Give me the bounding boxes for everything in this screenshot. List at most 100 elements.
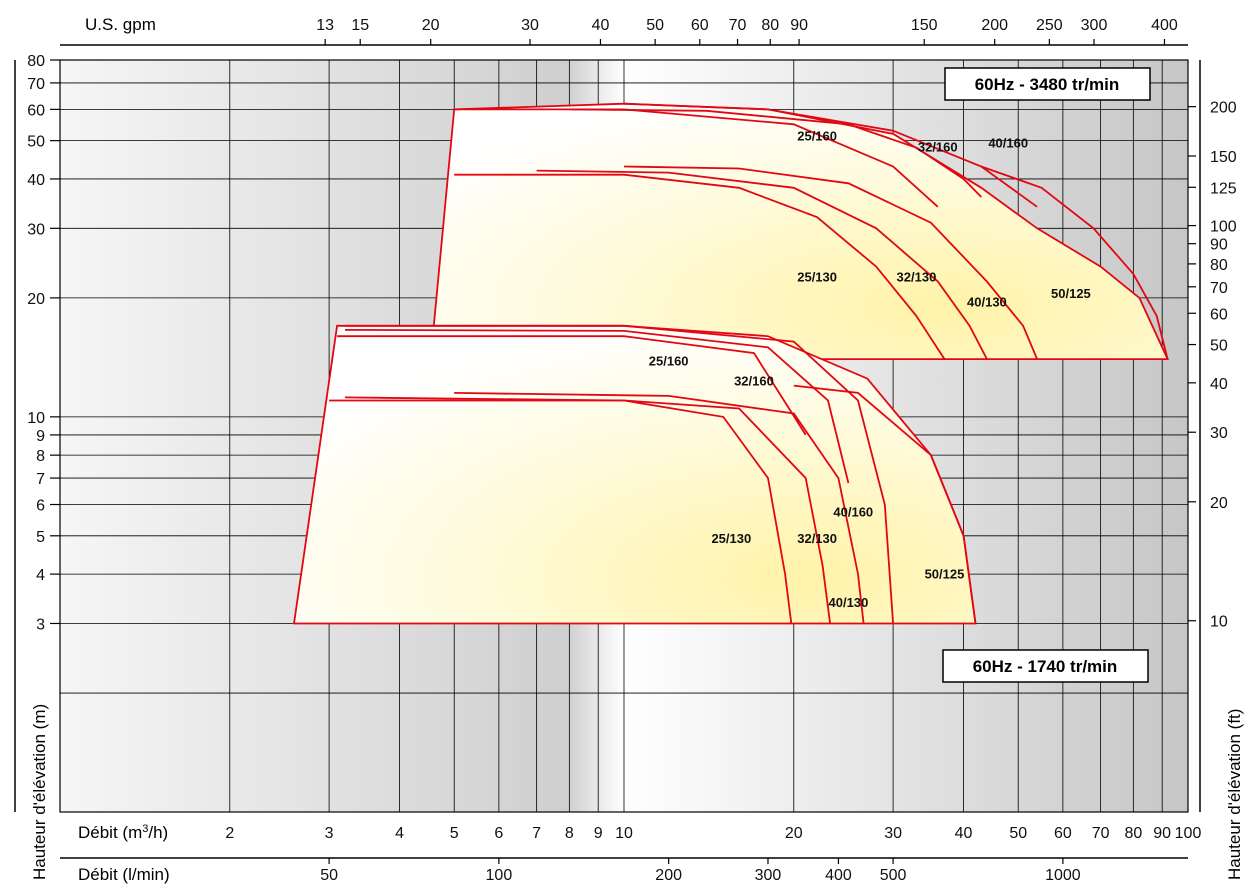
tick-m3h-10: 10 — [615, 825, 633, 842]
curve-label-32-130-high: 32/130 — [897, 270, 937, 285]
tick-ft-70: 70 — [1210, 280, 1228, 297]
tick-lmin-400: 400 — [825, 867, 852, 884]
tick-ft-125: 125 — [1210, 180, 1237, 197]
tick-gpm-70: 70 — [729, 17, 747, 34]
curve-40-160-low — [344, 324, 894, 624]
tick-ft-100: 100 — [1210, 219, 1237, 236]
curve-32-130-high — [536, 169, 988, 360]
tick-gpm-90: 90 — [790, 17, 808, 34]
tick-m-40: 40 — [27, 172, 45, 189]
curve-label-25-160-low: 25/160 — [649, 353, 689, 368]
curve-label-40-130-high: 40/130 — [967, 295, 1007, 310]
tick-m-6: 6 — [36, 498, 45, 515]
curve-label-50-125-low: 50/125 — [925, 566, 965, 581]
tick-m3h-3: 3 — [325, 825, 334, 842]
tick-ft-20: 20 — [1210, 495, 1228, 512]
tick-m-9: 9 — [36, 428, 45, 445]
tick-lmin-50: 50 — [320, 867, 338, 884]
tick-gpm-150: 150 — [911, 17, 938, 34]
curve-label-25-130-low: 25/130 — [711, 531, 751, 546]
tick-m3h-70: 70 — [1092, 825, 1110, 842]
curve-label-40-130-low: 40/130 — [829, 595, 869, 610]
top-axis-label: U.S. gpm — [85, 15, 156, 34]
tick-m3h-5: 5 — [450, 825, 459, 842]
tick-gpm-200: 200 — [981, 17, 1008, 34]
tick-m-4: 4 — [36, 567, 45, 584]
tick-gpm-15: 15 — [351, 17, 369, 34]
tick-ft-90: 90 — [1210, 237, 1228, 254]
curve-32-160-low — [344, 329, 850, 484]
tick-m-50: 50 — [27, 134, 45, 151]
tick-gpm-400: 400 — [1151, 17, 1178, 34]
curve-25-160-high — [454, 108, 939, 208]
tick-lmin-100: 100 — [486, 867, 513, 884]
tick-m3h-2: 2 — [225, 825, 234, 842]
tick-ft-80: 80 — [1210, 257, 1228, 274]
tick-m3h-50: 50 — [1009, 825, 1027, 842]
tick-gpm-60: 60 — [691, 17, 709, 34]
tick-m3h-30: 30 — [884, 825, 902, 842]
tick-gpm-20: 20 — [422, 17, 440, 34]
tick-m-30: 30 — [27, 221, 45, 238]
tick-ft-10: 10 — [1210, 614, 1228, 631]
tick-m3h-40: 40 — [955, 825, 973, 842]
curve-label-40-160-high: 40/160 — [988, 136, 1028, 151]
tick-gpm-50: 50 — [646, 17, 664, 34]
tick-gpm-13: 13 — [316, 17, 334, 34]
tick-ft-30: 30 — [1210, 425, 1228, 442]
tick-m3h-80: 80 — [1124, 825, 1142, 842]
curve-40-160-high — [623, 102, 1038, 208]
tick-m-10: 10 — [27, 410, 45, 427]
tick-ft-40: 40 — [1210, 376, 1228, 393]
tick-m3h-60: 60 — [1054, 825, 1072, 842]
tick-lmin-1000: 1000 — [1045, 867, 1081, 884]
tick-m-7: 7 — [36, 471, 45, 488]
tick-m-8: 8 — [36, 448, 45, 465]
curve-50-125-high — [981, 165, 1169, 360]
tick-m3h-4: 4 — [395, 825, 404, 842]
tick-lmin-300: 300 — [755, 867, 782, 884]
tick-gpm-80: 80 — [761, 17, 779, 34]
bottom-axis-label-m3h-text: Débit (m — [78, 823, 142, 842]
curve-25-130-high — [454, 173, 946, 360]
bottom-axis-label-m3h: Débit (m3/h) — [78, 823, 168, 842]
plot-frame — [59, 59, 1189, 813]
curve-label-32-160-high: 32/160 — [918, 139, 958, 154]
tick-ft-150: 150 — [1210, 149, 1237, 166]
tick-m3h-100: 100 — [1175, 825, 1202, 842]
curve-25-160-low — [337, 335, 807, 436]
title-low-speed: 60Hz - 1740 tr/min — [973, 657, 1118, 676]
curve-40-130-high — [623, 165, 1038, 360]
left-axis-label: Hauteur d'élévation (m) — [30, 704, 49, 880]
tick-m-60: 60 — [27, 102, 45, 119]
curve-40-130-low — [454, 392, 865, 624]
tick-m3h-90: 90 — [1153, 825, 1171, 842]
tick-m-70: 70 — [27, 76, 45, 93]
curves — [329, 102, 1169, 624]
tick-lmin-200: 200 — [655, 867, 682, 884]
right-axis-label: Hauteur d'élévation (ft) — [1225, 709, 1244, 880]
tick-m3h-6: 6 — [494, 825, 503, 842]
tick-gpm-40: 40 — [592, 17, 610, 34]
tick-m3h-7: 7 — [532, 825, 541, 842]
curve-label-32-130-low: 32/130 — [797, 531, 837, 546]
curve-32-160-high — [569, 108, 982, 198]
tick-m-80: 80 — [27, 53, 45, 70]
curve-label-40-160-low: 40/160 — [833, 504, 873, 519]
tick-lmin-500: 500 — [880, 867, 907, 884]
curve-label-25-160-high: 25/160 — [797, 129, 837, 144]
envelope-high — [432, 102, 1170, 360]
tick-gpm-30: 30 — [521, 17, 539, 34]
tick-m-3: 3 — [36, 616, 45, 633]
bottom-axis-label-lmin: Débit (l/min) — [78, 865, 170, 884]
tick-m3h-20: 20 — [785, 825, 803, 842]
tick-gpm-300: 300 — [1081, 17, 1108, 34]
tick-m-5: 5 — [36, 529, 45, 546]
axes — [14, 39, 1201, 864]
tick-ft-60: 60 — [1210, 306, 1228, 323]
tick-gpm-250: 250 — [1036, 17, 1063, 34]
tick-ft-50: 50 — [1210, 338, 1228, 355]
title-high-speed: 60Hz - 3480 tr/min — [975, 75, 1120, 94]
